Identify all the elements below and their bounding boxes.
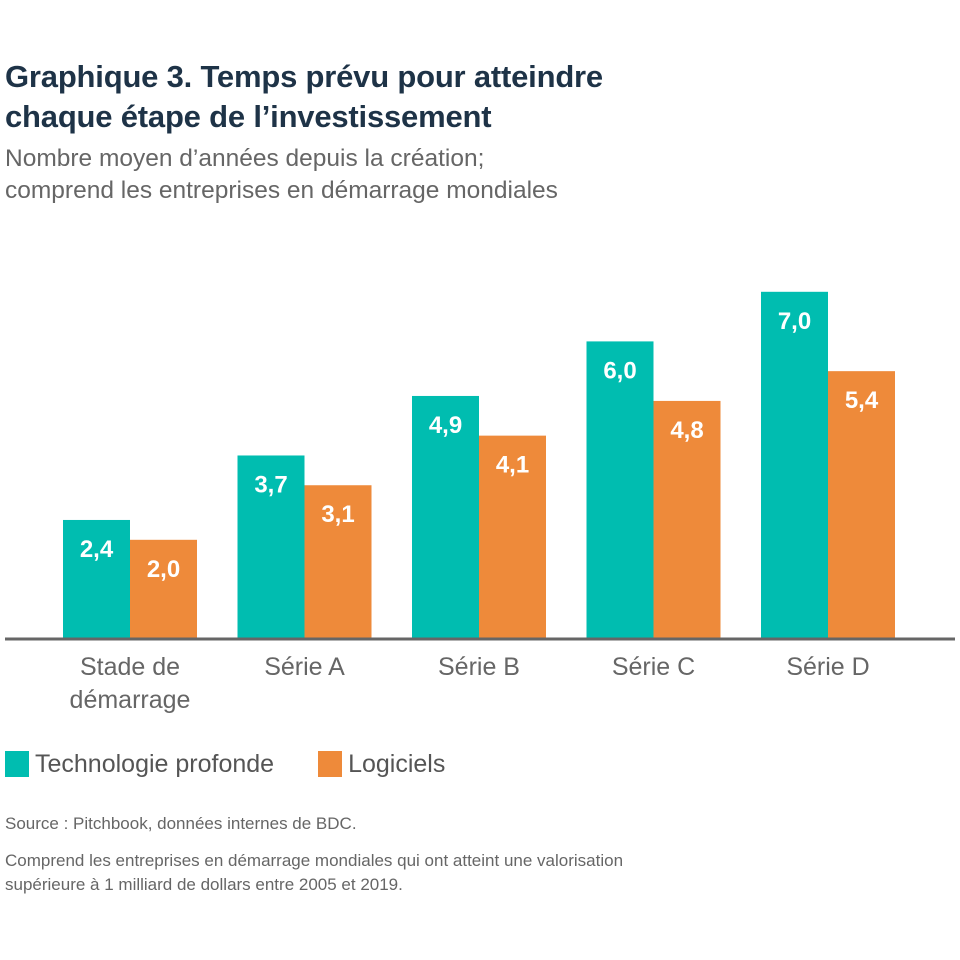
bar-deep-tech-4 <box>761 291 828 639</box>
chart-title-line-1: Graphique 3. Temps prévu pour atteindre <box>5 59 603 94</box>
chart-subtitle-line-1: Nombre moyen d’années depuis la création… <box>5 145 485 172</box>
data-label-deep-tech-2: 4,9 <box>429 412 462 439</box>
data-label-deep-tech-0: 2,4 <box>80 536 114 563</box>
data-label-deep-tech-3: 6,0 <box>603 357 636 384</box>
data-label-software-0: 2,0 <box>147 556 180 583</box>
source-note: Source : Pitchbook, données internes de … <box>5 814 357 833</box>
chart-subtitle: Nombre moyen d’années depuis la création… <box>5 143 905 207</box>
bar-software-1 <box>304 485 372 639</box>
data-label-software-3: 4,8 <box>670 417 703 444</box>
footnote-line-1: Comprend les entreprises en démarrage mo… <box>5 851 624 870</box>
category-label-3: Série C <box>612 653 695 681</box>
category-label-1: Série A <box>264 653 345 681</box>
chart-title-line-2: chaque étape de l’investissement <box>5 99 492 134</box>
data-labels-layer: 2,4 2,0 3,7 3,1 4,9 4,1 6,0 4,8 7,0 5,4 <box>80 308 879 583</box>
data-label-deep-tech-1: 3,7 <box>254 471 287 498</box>
category-label-2: Série B <box>438 653 520 681</box>
legend: Technologie profonde Logiciels <box>5 747 489 781</box>
bar-deep-tech-0 <box>63 519 130 639</box>
legend-label-software: Logiciels <box>348 749 446 778</box>
bar-software-2 <box>479 435 546 639</box>
bar-deep-tech-3 <box>586 341 654 639</box>
chart-title: Graphique 3. Temps prévu pour atteindre … <box>5 57 905 137</box>
category-label-0-line-2: démarrage <box>70 686 191 714</box>
footnote-line-2: supérieure à 1 milliard de dollars entre… <box>5 875 403 894</box>
data-label-software-1: 3,1 <box>321 501 354 528</box>
legend-label-deep-tech: Technologie profonde <box>35 749 275 778</box>
bars-layer <box>63 291 895 639</box>
data-label-software-4: 5,4 <box>845 387 879 414</box>
category-label-4: Série D <box>786 653 869 681</box>
footnote: Comprend les entreprises en démarrage mo… <box>5 849 905 897</box>
legend-item-deep-tech: Technologie profonde <box>5 750 274 779</box>
category-label-0-line-1: Stade de <box>80 653 180 681</box>
bar-software-4 <box>828 371 895 639</box>
chart-subtitle-line-2: comprend les entreprises en démarrage mo… <box>5 177 558 204</box>
bar-software-0 <box>130 539 197 639</box>
bar-deep-tech-1 <box>237 455 305 639</box>
legend-swatch-deep-tech <box>5 751 29 777</box>
bar-software-3 <box>653 400 721 639</box>
legend-item-software: Logiciels <box>318 750 445 779</box>
bar-deep-tech-2 <box>412 395 479 639</box>
data-label-software-2: 4,1 <box>496 452 529 479</box>
category-labels-layer: Stade de démarrage Série A Série B Série C Sé… <box>70 653 870 714</box>
legend-swatch-software <box>318 751 343 777</box>
data-label-deep-tech-4: 7,0 <box>778 308 811 335</box>
